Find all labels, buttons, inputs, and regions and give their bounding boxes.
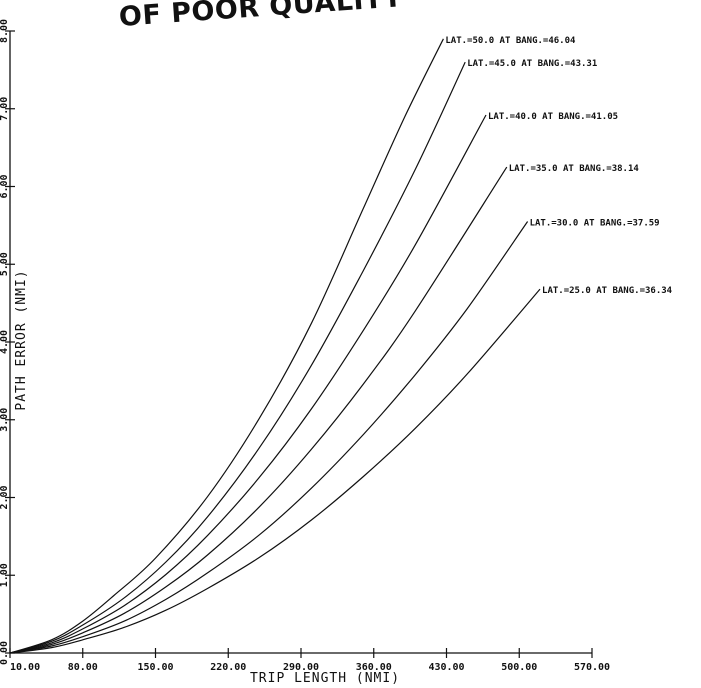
x-tick-label: 360.00: [356, 662, 392, 673]
series-line-2: [9, 61, 466, 654]
series-label-4: LAT.=35.0 AT BANG.=38.14: [509, 164, 640, 174]
y-tick-label: 0.00: [0, 641, 10, 665]
x-tick-label: 500.00: [501, 662, 537, 673]
series-label-6: LAT.=25.0 AT BANG.=36.34: [542, 286, 673, 296]
x-axis-title: TRIP LENGTH (NMI): [250, 671, 400, 686]
series-line-3: [9, 114, 487, 654]
series-label-5: LAT.=30.0 AT BANG.=37.59: [530, 218, 660, 228]
y-axis-title: PATH ERROR (NMI): [14, 269, 29, 410]
y-tick-label: 1.00: [0, 563, 10, 587]
axes: 10.00 80.00 150.00 220.00 290.00 360.00 430.00…: [0, 19, 610, 686]
y-tick-label: 5.00: [0, 252, 10, 276]
series-labels: LAT.=50.0 AT BANG.=46.04 LAT.=45.0 AT BAN…: [445, 36, 672, 296]
series-group: [9, 38, 541, 654]
y-tick-label: 6.00: [0, 174, 10, 198]
x-tick-label: 220.00: [210, 662, 246, 673]
x-tick-label: 150.00: [137, 662, 173, 673]
series-label-2: LAT.=45.0 AT BANG.=43.31: [467, 59, 597, 69]
y-tick-label: 8.00: [0, 19, 10, 43]
y-tick-label: 4.00: [0, 330, 10, 354]
series-label-3: LAT.=40.0 AT BANG.=41.05: [488, 112, 618, 122]
x-tick-label: 570.00: [574, 662, 610, 673]
x-tick-label: 80.00: [68, 662, 98, 673]
y-tick-label: 7.00: [0, 97, 10, 121]
series-line-5: [9, 221, 529, 654]
series-line-6: [9, 288, 541, 654]
series-line-4: [9, 166, 508, 654]
series-label-1: LAT.=50.0 AT BANG.=46.04: [445, 36, 576, 46]
x-tick-label: 430.00: [428, 662, 464, 673]
x-tick-label: 10.00: [10, 662, 40, 673]
y-tick-label: 2.00: [0, 485, 10, 509]
series-line-1: [9, 38, 444, 654]
x-tick-label: 290.00: [283, 662, 319, 673]
y-tick-label: 3.00: [0, 408, 10, 432]
